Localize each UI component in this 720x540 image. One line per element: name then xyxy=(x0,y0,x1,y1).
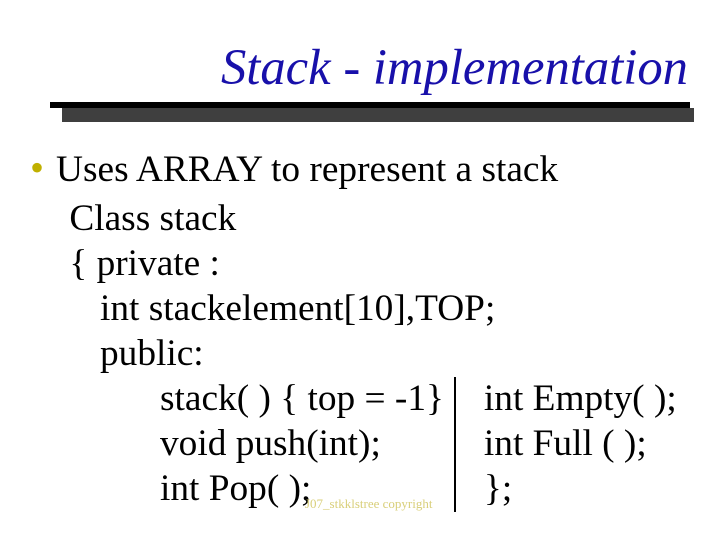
slide-title: Stack - implementation xyxy=(221,39,688,95)
bullet-icon: • xyxy=(30,148,44,188)
bullet-row: • Uses ARRAY to represent a stack xyxy=(30,148,690,193)
line-2: Class stack xyxy=(60,197,690,240)
column-divider xyxy=(454,377,456,512)
right-column: int Empty( ); int Full ( ); }; xyxy=(484,377,677,512)
two-column-block: stack( ) { top = -1} void push(int); int… xyxy=(60,377,690,512)
right-line-3: }; xyxy=(484,467,677,510)
code-block: Class stack { private : int stackelement… xyxy=(60,197,690,375)
title-area: Stack - implementation xyxy=(221,38,688,96)
right-line-1: int Empty( ); xyxy=(484,377,677,420)
left-line-2: void push(int); xyxy=(60,422,444,465)
left-column: stack( ) { top = -1} void push(int); int… xyxy=(60,377,444,512)
line-3: { private : xyxy=(60,242,690,285)
line-4: int stackelement[10],TOP; xyxy=(60,287,690,330)
content-area: • Uses ARRAY to represent a stack Class … xyxy=(30,148,690,512)
watermark-text: J07_stkklstree copyright xyxy=(305,496,432,512)
line-5: public: xyxy=(60,332,690,375)
left-line-1: stack( ) { top = -1} xyxy=(60,377,444,420)
title-shadow xyxy=(62,108,694,122)
right-line-2: int Full ( ); xyxy=(484,422,677,465)
line-1: Uses ARRAY to represent a stack xyxy=(56,148,558,191)
